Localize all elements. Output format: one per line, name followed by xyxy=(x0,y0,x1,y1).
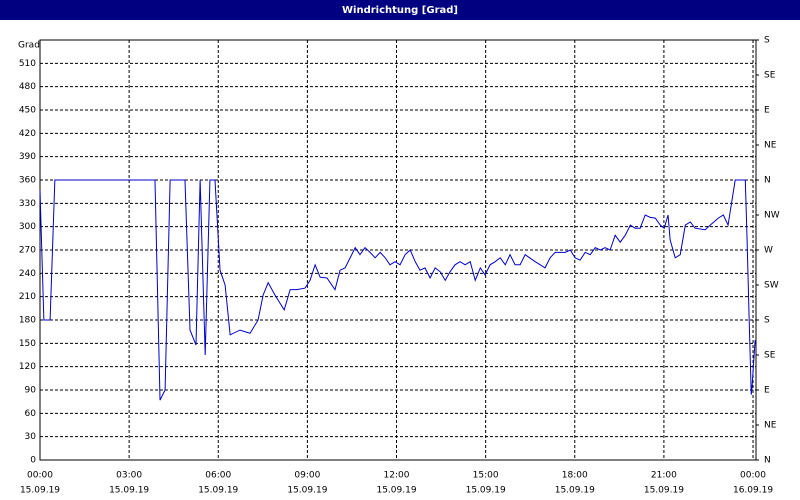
x-tick-date: 15.09.19 xyxy=(109,486,149,496)
x-tick-date: 15.09.19 xyxy=(376,486,416,496)
y-tick-label: 90 xyxy=(25,386,37,396)
x-tick-label: 00:00 xyxy=(27,471,53,481)
x-tick-date: 15.09.19 xyxy=(466,486,506,496)
x-tick-label: 09:00 xyxy=(294,471,320,481)
y-tick-label: 450 xyxy=(19,106,36,116)
y-tick-label: 150 xyxy=(19,339,36,349)
x-tick-label: 21:00 xyxy=(651,471,677,481)
x-tick-label: 00:00 xyxy=(740,471,766,481)
x-tick-date: 16.09.19 xyxy=(733,486,773,496)
x-tick-label: 15:00 xyxy=(473,471,499,481)
x-tick-date: 15.09.19 xyxy=(20,486,60,496)
y2-tick-label: NE xyxy=(764,141,777,151)
data-line xyxy=(39,179,756,401)
x-tick-date: 15.09.19 xyxy=(198,486,238,496)
y-tick-label: 390 xyxy=(19,152,36,162)
y-tick-label: 270 xyxy=(19,246,36,256)
y-tick-label: 60 xyxy=(25,409,37,419)
y2-tick-label: S xyxy=(764,36,770,46)
x-tick-label: 18:00 xyxy=(562,471,588,481)
y-tick-label: 30 xyxy=(25,432,37,442)
y-tick-label: 300 xyxy=(19,222,36,232)
y-tick-label: 330 xyxy=(19,199,36,209)
y2-tick-label: SE xyxy=(764,351,776,361)
y2-tick-label: W xyxy=(764,246,773,256)
y-tick-label: 240 xyxy=(19,269,36,279)
x-tick-label: 03:00 xyxy=(116,471,142,481)
y2-tick-label: S xyxy=(764,316,770,326)
y-tick-label: 510 xyxy=(19,59,36,69)
y-tick-label: 180 xyxy=(19,316,36,326)
y2-tick-label: NW xyxy=(764,211,780,221)
y2-tick-label: N xyxy=(764,176,771,186)
y-tick-label: 210 xyxy=(19,292,36,302)
y2-tick-label: E xyxy=(764,386,770,396)
y-tick-label: 360 xyxy=(19,176,36,186)
y-tick-label: 420 xyxy=(19,129,36,139)
y-tick-label: 480 xyxy=(19,82,36,92)
y-tick-label: 0 xyxy=(30,456,36,466)
y2-tick-label: N xyxy=(764,456,771,466)
y2-tick-label: E xyxy=(764,106,770,116)
y2-tick-label: SE xyxy=(764,71,776,81)
y2-tick-label: NE xyxy=(764,421,777,431)
x-tick-date: 15.09.19 xyxy=(644,486,684,496)
y2-tick-label: SW xyxy=(764,281,779,291)
title-bar xyxy=(0,0,800,20)
chart-title: Windrichtung [Grad] xyxy=(342,5,458,16)
y-tick-label: 120 xyxy=(19,362,36,372)
x-tick-label: 06:00 xyxy=(205,471,231,481)
x-tick-date: 15.09.19 xyxy=(555,486,595,496)
x-tick-label: 12:00 xyxy=(384,471,410,481)
x-tick-date: 15.09.19 xyxy=(287,486,327,496)
y-axis-label: Grad xyxy=(18,41,40,51)
